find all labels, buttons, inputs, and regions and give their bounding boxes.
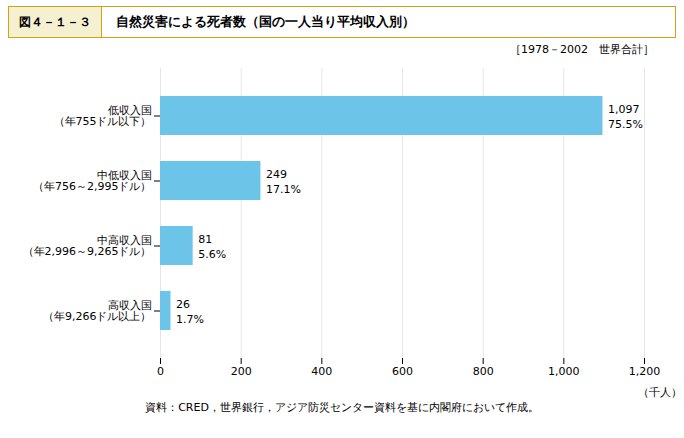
svg-text:400: 400 — [311, 365, 332, 378]
svg-text:高収入国（年9,266ドル以上）: 高収入国（年9,266ドル以上） — [43, 299, 152, 323]
svg-text:600: 600 — [392, 365, 413, 378]
svg-text:81: 81 — [198, 233, 212, 246]
svg-text:75.5%: 75.5% — [608, 118, 643, 131]
svg-text:1,000: 1,000 — [548, 365, 580, 378]
svg-text:200: 200 — [231, 365, 252, 378]
html-text:［1978－2002 世界合計］: ［1978－2002 世界合計］ — [510, 43, 654, 56]
svg-text:低収入国（年755ドル以下）: 低収入国（年755ドル以下） — [54, 104, 152, 128]
html-text:図４－１－３: 図４－１－３ — [19, 14, 91, 29]
html-text:自然災害による死者数（国の一人当り平均収入別）: 自然災害による死者数（国の一人当り平均収入別） — [116, 14, 415, 29]
svg-text:800: 800 — [473, 365, 494, 378]
svg-text:249: 249 — [266, 168, 287, 181]
html-text:資料：CRED，世界銀行，アジア防災センター資料を基に内閣府: 資料：CRED，世界銀行，アジア防災センター資料を基に内閣府において作成。 — [145, 401, 539, 414]
svg-text:（千人）: （千人） — [638, 386, 682, 399]
svg-text:26: 26 — [176, 298, 190, 311]
svg-text:1,200: 1,200 — [629, 365, 661, 378]
svg-text:17.1%: 17.1% — [266, 183, 301, 196]
svg-text:1.7%: 1.7% — [176, 313, 204, 326]
svg-text:中低収入国（年756～2,995ドル）: 中低収入国（年756～2,995ドル） — [33, 169, 152, 193]
svg-text:1,097: 1,097 — [608, 103, 640, 116]
svg-text:0: 0 — [157, 365, 164, 378]
svg-text:中高収入国（年2,996～9,265ドル）: 中高収入国（年2,996～9,265ドル） — [23, 234, 152, 258]
svg-text:5.6%: 5.6% — [198, 248, 226, 261]
